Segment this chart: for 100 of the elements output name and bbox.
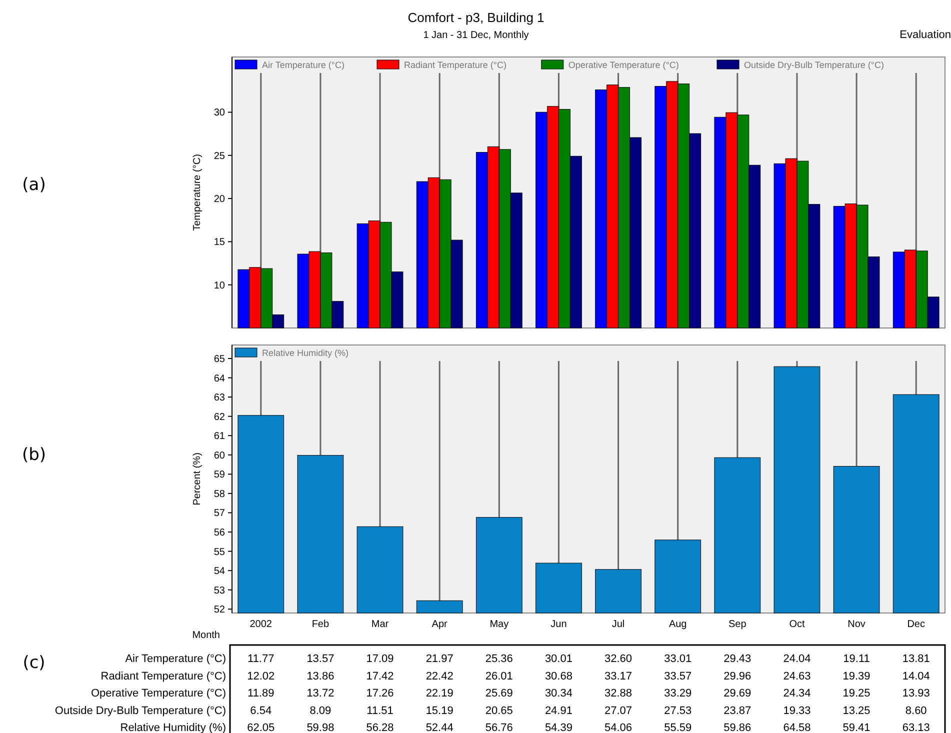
- y-tick-label: 58: [214, 488, 226, 500]
- data-label: 13.86: [306, 670, 334, 682]
- x-tick-label: Apr: [432, 619, 448, 630]
- y-tick-label: 52: [214, 604, 226, 616]
- data-label: 17.42: [366, 670, 394, 682]
- data-label: 19.11: [843, 653, 870, 665]
- data-label: 17.26: [366, 688, 394, 700]
- data-label: 24.63: [783, 670, 811, 682]
- legend-label: Relative Humidity (%): [262, 348, 349, 358]
- data-label: 6.54: [250, 704, 272, 717]
- y-tick-label: 20: [214, 194, 226, 206]
- data-label: 22.19: [426, 688, 454, 700]
- x-tick-label: Mar: [371, 619, 390, 630]
- legend-label: Operative Temperature (°C): [568, 60, 679, 70]
- data-label: 15.19: [426, 704, 454, 717]
- text: Outside Dry-Bulb Temperature (°C): [54, 704, 226, 717]
- data-label: 30.68: [544, 670, 572, 682]
- x-tick-label: Sep: [728, 619, 747, 630]
- data-label: 13.81: [902, 653, 930, 665]
- data-label: 24.04: [783, 653, 811, 665]
- data-label: 8.09: [310, 704, 332, 717]
- data-label: 25.36: [485, 653, 513, 665]
- y-tick-label: 10: [214, 280, 226, 292]
- data-label: 21.97: [426, 653, 454, 665]
- y-tick-label: 25: [214, 150, 226, 162]
- y-axis-title: Temperature (°C): [192, 154, 203, 231]
- data-label: 32.88: [604, 688, 632, 700]
- data-label: 8.60: [905, 704, 927, 717]
- data-label: 30.01: [544, 653, 572, 665]
- y-tick-label: 62: [214, 412, 226, 423]
- data-label: 12.02: [247, 670, 275, 682]
- legend-label: Outside Dry-Bulb Temperature (°C): [744, 60, 884, 70]
- y-tick-label: 53: [214, 585, 226, 596]
- data-label: 64.58: [783, 722, 811, 733]
- data-label: 19.33: [783, 704, 811, 717]
- data-label: 11.51: [366, 704, 394, 717]
- data-label: 59.41: [842, 722, 870, 733]
- y-axis-title: Percent (%): [192, 452, 203, 506]
- text: (b): [22, 445, 46, 465]
- data-label: 13.25: [842, 704, 870, 717]
- y-tick-label: 61: [214, 431, 226, 442]
- y-tick-label: 64: [214, 373, 226, 384]
- data-label: 63.13: [902, 722, 930, 733]
- chart-title: Comfort - p3, Building 1: [408, 10, 544, 25]
- text: Air Temperature (°C): [125, 653, 226, 665]
- data-label: 33.17: [604, 670, 632, 682]
- x-tick-label: Jun: [550, 619, 567, 630]
- data-label: 54.39: [544, 722, 572, 733]
- text: Radiant Temperature (°C): [100, 670, 226, 682]
- y-tick-label: 15: [214, 237, 226, 248]
- x-tick-label: Nov: [848, 619, 866, 630]
- y-tick-label: 60: [214, 450, 226, 462]
- text: (c): [22, 653, 46, 673]
- data-label: 26.01: [485, 670, 513, 682]
- y-tick-label: 30: [214, 108, 226, 119]
- data-label: 19.25: [842, 688, 870, 700]
- data-label: 13.72: [306, 688, 334, 700]
- data-label: 30.34: [544, 688, 572, 700]
- y-tick-label: 54: [214, 566, 226, 578]
- y-tick-label: 63: [214, 392, 226, 404]
- data-label: 27.07: [604, 704, 632, 717]
- data-label: 24.34: [783, 688, 811, 700]
- x-axis-title: Month: [192, 630, 220, 641]
- data-label: 56.76: [485, 722, 513, 733]
- data-label: 14.04: [902, 670, 930, 682]
- legend-label: Radiant Temperature (°C): [404, 60, 506, 70]
- data-label: 29.43: [724, 653, 752, 665]
- data-label: 20.65: [485, 704, 513, 717]
- data-label: 62.05: [247, 722, 275, 733]
- x-tick-label: Oct: [789, 619, 805, 630]
- data-label: 33.29: [664, 688, 692, 700]
- data-label: 11.89: [248, 688, 274, 700]
- x-tick-label: 2002: [250, 619, 272, 630]
- text: Operative Temperature (°C): [90, 688, 226, 700]
- legend-label: Air Temperature (°C): [262, 60, 344, 70]
- data-label: 23.87: [724, 704, 752, 717]
- data-label: 32.60: [604, 653, 632, 665]
- data-label: 11.77: [248, 653, 274, 665]
- x-tick-label: Feb: [312, 619, 330, 630]
- data-label: 13.93: [902, 688, 930, 700]
- data-label: 59.86: [724, 722, 752, 733]
- data-label: 33.57: [664, 670, 692, 682]
- data-label: 29.69: [724, 688, 752, 700]
- data-label: 52.44: [426, 722, 454, 733]
- data-label: 24.91: [544, 704, 572, 717]
- data-label: 54.06: [604, 722, 632, 733]
- x-tick-label: Aug: [668, 619, 687, 630]
- text: (a): [22, 175, 46, 195]
- x-tick-label: Dec: [907, 619, 926, 630]
- data-label: 55.59: [664, 722, 692, 733]
- data-label: 25.69: [485, 688, 513, 700]
- text: Evaluation: [900, 29, 951, 41]
- x-tick-label: Jul: [612, 619, 625, 630]
- y-tick-label: 55: [214, 546, 226, 558]
- data-label: 19.39: [842, 670, 870, 682]
- data-label: 22.42: [426, 670, 454, 682]
- data-label: 56.28: [366, 722, 394, 733]
- y-tick-label: 57: [214, 508, 226, 520]
- data-label: 59.98: [306, 722, 334, 733]
- data-label: 13.57: [306, 653, 334, 665]
